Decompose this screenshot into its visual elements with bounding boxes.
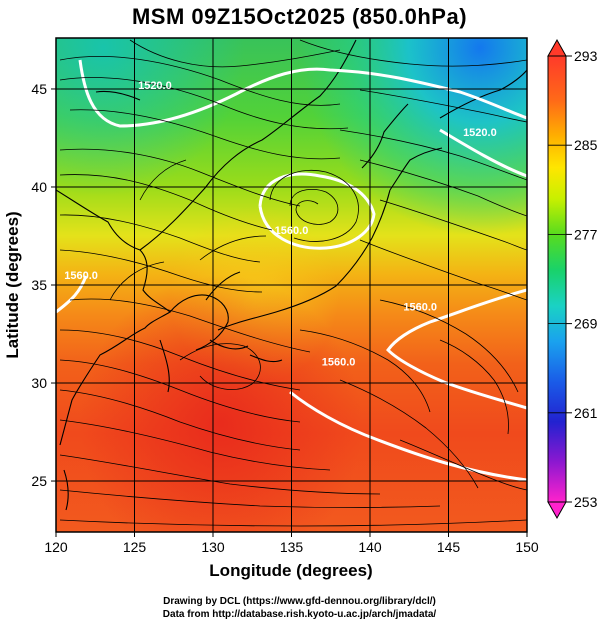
- contour-label: 1560.0: [64, 270, 98, 282]
- colorbar-label: 293: [574, 48, 598, 64]
- y-tick-label: 30: [31, 375, 47, 391]
- y-axis-title: Latitude (degrees): [3, 211, 22, 358]
- wind-streamlines: [59, 39, 527, 527]
- colorbar-label: 269: [574, 316, 598, 332]
- x-axis: 120 125 130 135 140 145 150: [44, 532, 539, 555]
- credit-data: Data from http://database.rish.kyoto-u.a…: [162, 609, 437, 620]
- colorbar-label: 277: [574, 226, 598, 242]
- y-tick-label: 40: [31, 179, 47, 195]
- y-tick-label: 25: [31, 473, 47, 489]
- y-tick-label: 35: [31, 277, 47, 293]
- x-tick-label: 150: [515, 539, 539, 555]
- x-axis-title: Longitude (degrees): [209, 561, 372, 580]
- x-tick-label: 120: [44, 539, 68, 555]
- colorbar-scale: [547, 55, 567, 503]
- colorbar-label: 253: [574, 494, 598, 510]
- colorbar: 293 285 277 269 261 253: [547, 38, 598, 520]
- colorbar-max-arrow: [547, 38, 567, 57]
- colorbar-ticks: 293 285 277 269 261 253: [548, 48, 598, 510]
- contour-label: 1560.0: [275, 225, 309, 237]
- x-tick-label: 135: [280, 539, 304, 555]
- colorbar-min-arrow: [547, 501, 567, 520]
- x-tick-label: 130: [201, 539, 225, 555]
- contour-label: 1560.0: [322, 356, 356, 368]
- contour-label: 1560.0: [403, 301, 437, 313]
- x-tick-label: 140: [358, 539, 382, 555]
- colorbar-label: 261: [574, 405, 598, 421]
- lat-lon-grid: [56, 38, 527, 532]
- x-tick-label: 145: [437, 539, 461, 555]
- chart-title: MSM 09Z15Oct2025 (850.0hPa): [131, 4, 468, 29]
- credit-drawing: Drawing by DCL (https://www.gfd-dennou.o…: [163, 596, 436, 607]
- y-tick-label: 45: [31, 81, 47, 97]
- colorbar-label: 285: [574, 137, 598, 153]
- contour-label: 1520.0: [138, 80, 172, 92]
- contour-labels: 1520.0 1520.0 1560.0 1560.0 1560.0 1560.0: [64, 80, 496, 368]
- contour-label: 1520.0: [463, 127, 497, 139]
- x-tick-label: 125: [123, 539, 147, 555]
- y-axis: 25 30 35 40 45: [31, 81, 56, 489]
- coastlines: [56, 39, 527, 511]
